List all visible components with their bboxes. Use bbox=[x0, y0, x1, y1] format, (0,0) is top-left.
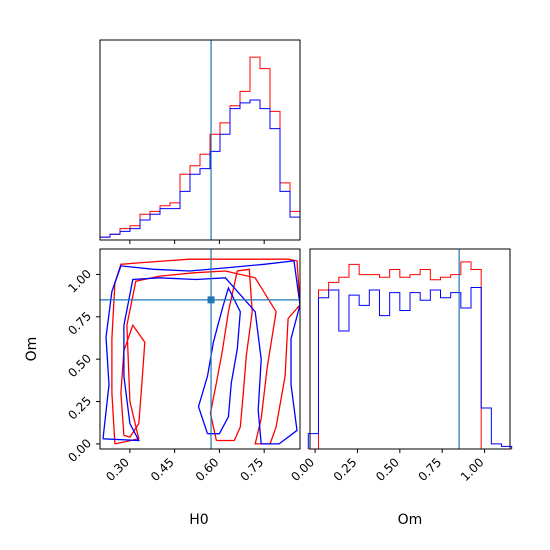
truth-point-marker bbox=[207, 296, 215, 304]
H0-histogram-frame bbox=[99, 39, 301, 241]
red-contour-1 bbox=[209, 268, 253, 442]
H0-red-histogram bbox=[99, 56, 301, 240]
blue-contour-3 bbox=[102, 260, 300, 445]
Om-histogram-frame bbox=[309, 248, 511, 450]
x-axis-label-H0: H0 bbox=[189, 512, 208, 528]
Om-blue-histogram bbox=[307, 286, 513, 449]
x-axis-label-Om: Om bbox=[398, 512, 423, 528]
contour-frame bbox=[99, 248, 301, 450]
contour-group bbox=[100, 249, 300, 449]
H0-histogram-panel bbox=[99, 39, 301, 244]
red-contour-2 bbox=[120, 323, 146, 438]
Om-red-histogram bbox=[308, 261, 512, 450]
H0-blue-histogram bbox=[99, 99, 301, 240]
axis-labels: H0 Om Om bbox=[24, 337, 422, 528]
red-contour-0 bbox=[111, 258, 300, 445]
H0-Om-contour-panel: 0.30 0.45 0.60 0.750.000.250.500.751.00 bbox=[65, 248, 301, 484]
y-axis-label-Om: Om bbox=[24, 337, 40, 362]
